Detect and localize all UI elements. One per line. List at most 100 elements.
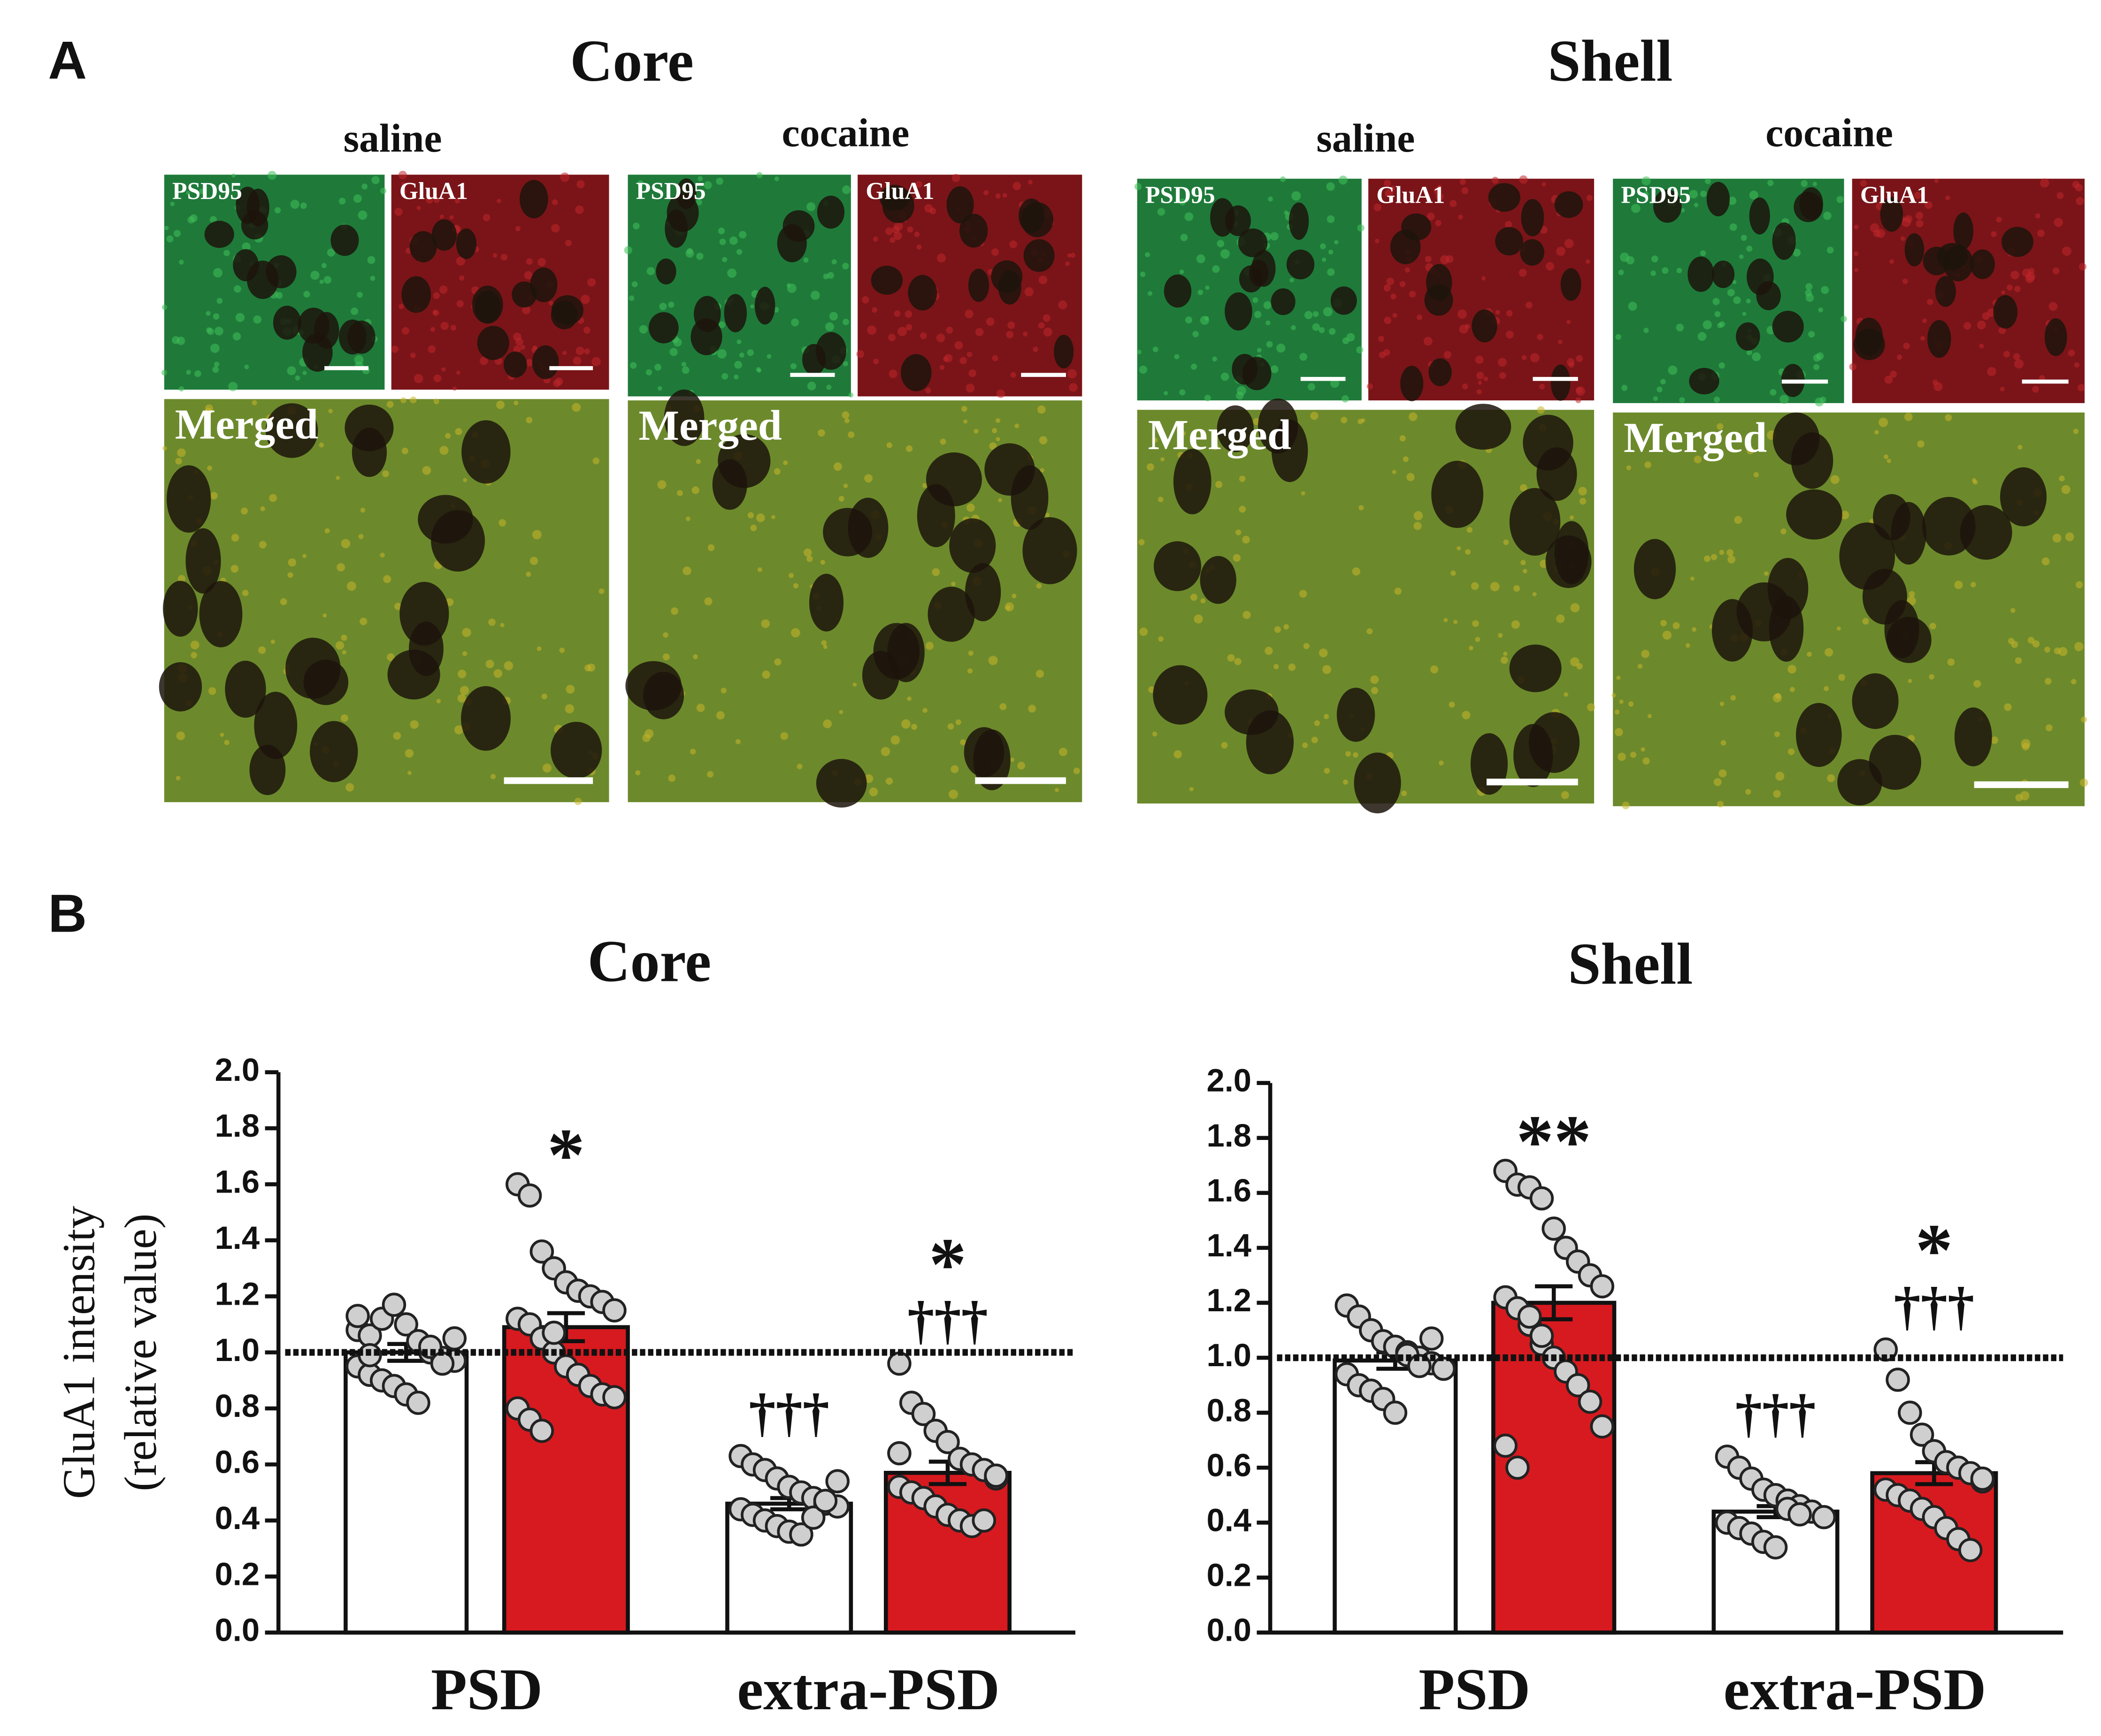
speckle <box>646 267 655 275</box>
speckle <box>1070 252 1075 258</box>
speckle <box>1568 362 1574 368</box>
speckle <box>1618 269 1624 275</box>
cell-body <box>928 587 975 642</box>
speckle <box>1767 180 1774 186</box>
speckle <box>1236 391 1244 400</box>
speckle <box>1254 311 1262 318</box>
speckle <box>1366 628 1373 635</box>
speckle <box>907 226 913 233</box>
speckle <box>393 732 401 740</box>
speckle <box>1830 475 1840 484</box>
speckle <box>2000 387 2005 391</box>
cell-body <box>959 214 988 248</box>
speckle <box>428 345 436 353</box>
speckle <box>1886 459 1891 463</box>
speckle <box>864 474 873 483</box>
speckle <box>897 327 907 336</box>
speckle <box>1570 657 1580 667</box>
speckle <box>386 401 394 408</box>
y-tick-label: 1.6 <box>1207 1172 1252 1208</box>
speckle <box>717 349 727 359</box>
speckle <box>566 685 575 694</box>
cell-body <box>225 660 266 718</box>
speckle <box>1204 395 1211 402</box>
speckle <box>1746 446 1754 454</box>
data-point <box>1590 1274 1615 1299</box>
speckle <box>1234 658 1242 665</box>
y-tick-label: 1.0 <box>1207 1337 1252 1373</box>
speckle <box>1746 350 1752 356</box>
speckle <box>1615 728 1623 736</box>
speckle <box>1714 311 1721 317</box>
speckle <box>734 360 743 369</box>
speckle <box>1586 259 1590 264</box>
speckle <box>1616 675 1621 680</box>
y-tick-label: 0.4 <box>1207 1502 1252 1538</box>
speckle <box>790 628 800 638</box>
cell-body <box>254 691 298 759</box>
cell-body <box>1869 734 1921 790</box>
y-tick-label: 0.2 <box>1207 1557 1252 1593</box>
speckle <box>1523 569 1527 574</box>
condition-label: saline <box>344 115 442 161</box>
speckle <box>750 304 755 309</box>
speckle <box>698 176 703 182</box>
x-tick-label: PSD <box>1419 1657 1530 1722</box>
speckle <box>445 433 451 439</box>
cell-body <box>338 319 367 355</box>
speckle <box>734 375 739 380</box>
cell-body <box>1022 517 1077 584</box>
speckle <box>2032 386 2039 393</box>
speckle <box>1619 699 1624 704</box>
speckle <box>1043 314 1050 322</box>
speckle <box>1556 614 1565 623</box>
speckle <box>2052 267 2060 275</box>
speckle <box>553 379 561 387</box>
speckle <box>936 333 945 343</box>
speckle <box>722 257 728 262</box>
speckle <box>995 193 1001 199</box>
speckle <box>232 332 241 341</box>
speckle <box>576 180 585 189</box>
speckle <box>2020 791 2030 801</box>
cell-body <box>1839 522 1895 590</box>
cell-body <box>1246 710 1294 774</box>
speckle <box>206 327 212 333</box>
speckle <box>750 524 757 531</box>
speckle <box>1037 405 1046 414</box>
speckle <box>1466 527 1472 533</box>
speckle <box>1532 592 1537 597</box>
speckle <box>1576 387 1583 394</box>
speckle <box>1807 651 1812 657</box>
speckle <box>1505 221 1512 229</box>
speckle <box>719 238 726 245</box>
chart-title: Shell <box>1568 932 1693 997</box>
speckle <box>1469 645 1473 650</box>
speckle <box>924 204 933 213</box>
speckle <box>1356 346 1364 354</box>
speckle <box>996 437 1000 442</box>
speckle <box>1394 588 1402 595</box>
speckle <box>462 628 471 637</box>
speckle <box>1513 585 1520 592</box>
speckle <box>583 327 590 334</box>
cell-body <box>1153 665 1208 725</box>
speckle <box>1196 254 1205 263</box>
cell-body <box>387 650 440 700</box>
speckle <box>526 258 533 265</box>
speckle <box>1690 576 1695 581</box>
speckle <box>774 176 779 181</box>
speckle <box>645 369 652 375</box>
speckle <box>806 555 813 562</box>
speckle <box>856 350 865 358</box>
condition-label: cocaine <box>782 110 909 155</box>
speckle <box>1498 633 1503 638</box>
speckle <box>1413 522 1422 530</box>
speckle <box>639 325 648 334</box>
speckle <box>1503 651 1508 656</box>
speckle <box>323 276 332 284</box>
speckle <box>1537 406 1545 414</box>
speckle <box>2059 475 2065 482</box>
cell-body <box>1706 182 1730 216</box>
